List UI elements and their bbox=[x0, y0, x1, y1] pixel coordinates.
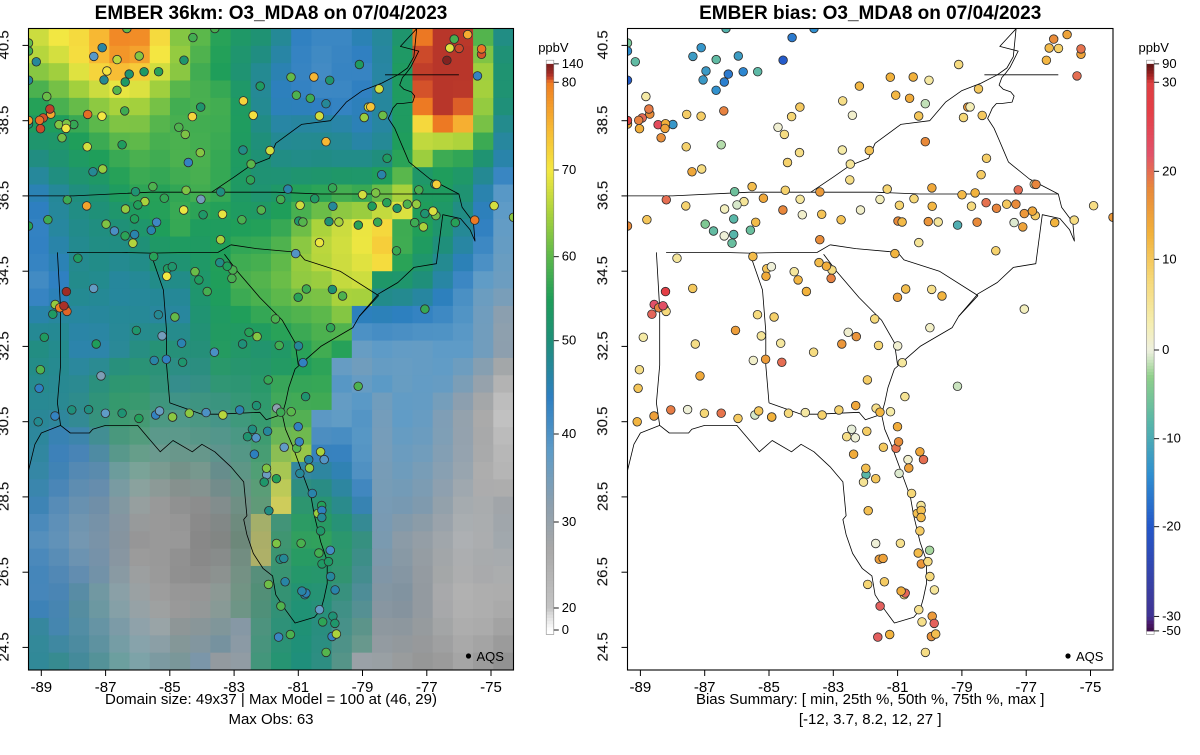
svg-text:34.5: 34.5 bbox=[594, 256, 611, 285]
svg-text:20: 20 bbox=[562, 600, 576, 615]
svg-text:AQS: AQS bbox=[477, 649, 505, 664]
svg-text:28.5: 28.5 bbox=[594, 482, 611, 511]
svg-text:10: 10 bbox=[1162, 251, 1176, 266]
svg-text:40: 40 bbox=[562, 426, 576, 441]
svg-text:-89: -89 bbox=[30, 679, 52, 696]
svg-text:-75: -75 bbox=[480, 679, 502, 696]
svg-text:36.5: 36.5 bbox=[0, 181, 12, 210]
svg-text:-30: -30 bbox=[1162, 608, 1181, 623]
svg-text:26.5: 26.5 bbox=[594, 557, 611, 586]
svg-text:34.5: 34.5 bbox=[0, 256, 12, 285]
svg-text:EMBER 36km: O3_MDA8 on 07/04/2: EMBER 36km: O3_MDA8 on 07/04/2023 bbox=[95, 3, 448, 24]
svg-text:AQS: AQS bbox=[1076, 649, 1104, 664]
svg-text:24.5: 24.5 bbox=[0, 632, 12, 661]
svg-text:26.5: 26.5 bbox=[0, 557, 12, 586]
svg-text:30.5: 30.5 bbox=[594, 407, 611, 436]
svg-text:0: 0 bbox=[1162, 342, 1169, 357]
svg-text:-20: -20 bbox=[1162, 519, 1181, 534]
svg-text:80: 80 bbox=[562, 74, 576, 89]
svg-text:140: 140 bbox=[562, 56, 584, 71]
svg-text:30: 30 bbox=[562, 514, 576, 529]
svg-text:40.5: 40.5 bbox=[594, 30, 611, 59]
svg-text:60: 60 bbox=[562, 249, 576, 264]
svg-text:32.5: 32.5 bbox=[594, 331, 611, 360]
svg-text:40.5: 40.5 bbox=[0, 30, 12, 59]
svg-text:30.5: 30.5 bbox=[0, 407, 12, 436]
svg-text:32.5: 32.5 bbox=[0, 331, 12, 360]
svg-text:Bias Summary: [ min, 25th %, 5: Bias Summary: [ min, 25th %, 50th %, 75t… bbox=[696, 691, 1044, 708]
svg-text:-50: -50 bbox=[1162, 623, 1181, 638]
svg-text:ppbV: ppbV bbox=[1139, 40, 1170, 55]
svg-text:-10: -10 bbox=[1162, 431, 1181, 446]
svg-text:Domain size: 49x37 | Max Model: Domain size: 49x37 | Max Model = 100 at … bbox=[105, 691, 437, 708]
svg-text:-75: -75 bbox=[1080, 679, 1102, 696]
svg-text:38.5: 38.5 bbox=[594, 106, 611, 135]
svg-text:0: 0 bbox=[562, 622, 569, 637]
svg-text:50: 50 bbox=[562, 333, 576, 348]
svg-text:90: 90 bbox=[1162, 56, 1176, 71]
svg-text:24.5: 24.5 bbox=[594, 632, 611, 661]
svg-text:38.5: 38.5 bbox=[0, 106, 12, 135]
svg-text:70: 70 bbox=[562, 162, 576, 177]
svg-text:[-12, 3.7, 8.2, 12, 27 ]: [-12, 3.7, 8.2, 12, 27 ] bbox=[799, 711, 942, 728]
svg-text:Max Obs: 63: Max Obs: 63 bbox=[228, 711, 313, 728]
svg-text:20: 20 bbox=[1162, 163, 1176, 178]
svg-text:EMBER bias: O3_MDA8 on 07/04/2: EMBER bias: O3_MDA8 on 07/04/2023 bbox=[699, 3, 1041, 24]
svg-text:ppbV: ppbV bbox=[538, 40, 569, 55]
svg-text:28.5: 28.5 bbox=[0, 482, 12, 511]
svg-text:30: 30 bbox=[1162, 74, 1176, 89]
svg-text:-89: -89 bbox=[630, 679, 652, 696]
svg-text:36.5: 36.5 bbox=[594, 181, 611, 210]
